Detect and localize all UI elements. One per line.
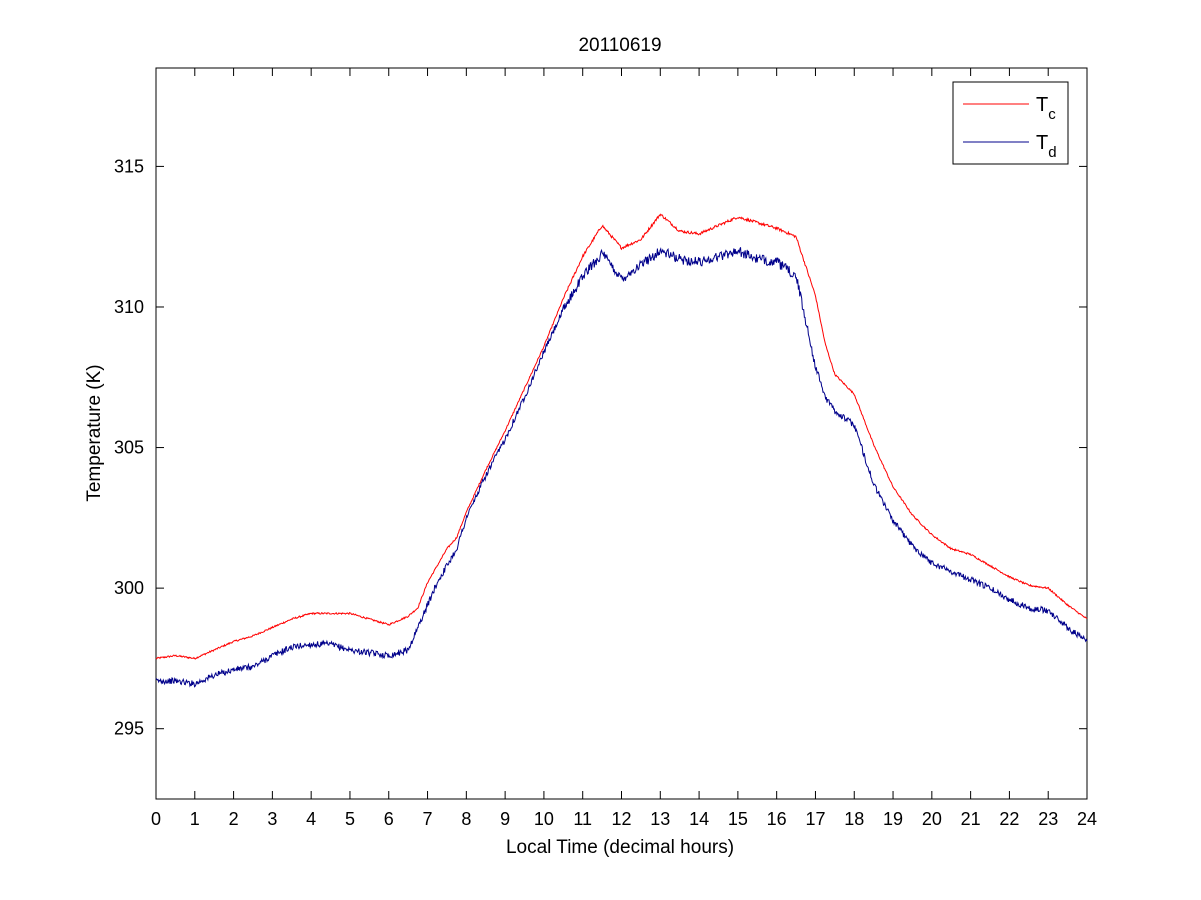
x-tick-label: 4 — [306, 809, 316, 829]
series-layer — [155, 213, 1088, 688]
x-tick-label: 20 — [922, 809, 942, 829]
x-tick-label: 2 — [229, 809, 239, 829]
x-tick-label: 14 — [689, 809, 709, 829]
x-tick-label: 9 — [500, 809, 510, 829]
x-tick-label: 24 — [1077, 809, 1097, 829]
x-tick-label: 17 — [805, 809, 825, 829]
y-tick-label: 315 — [114, 156, 144, 176]
plot-area-box — [155, 67, 1088, 800]
x-tick-label: 21 — [961, 809, 981, 829]
x-tick-label: 18 — [844, 809, 864, 829]
y-tick-label: 295 — [114, 719, 144, 739]
x-tick-label: 23 — [1038, 809, 1058, 829]
legend-label: Tc — [1036, 94, 1056, 123]
x-tick-label: 12 — [611, 809, 631, 829]
y-tick-label: 310 — [114, 297, 144, 317]
x-tick-label: 22 — [999, 809, 1019, 829]
x-tick-label: 16 — [767, 809, 787, 829]
x-tick-label: 0 — [151, 809, 161, 829]
legend-box — [952, 81, 1069, 165]
x-axis-label: Local Time (decimal hours) — [506, 837, 734, 858]
legend-label-main: T — [1036, 132, 1048, 154]
legend-label-subscript: d — [1048, 144, 1056, 161]
series-line-Tc — [155, 213, 1088, 660]
x-tick-label: 6 — [384, 809, 394, 829]
x-tick-label: 10 — [534, 809, 554, 829]
legend-label: Td — [1036, 132, 1057, 161]
x-tick-label: 19 — [883, 809, 903, 829]
x-tick-label: 15 — [728, 809, 748, 829]
legend-label-subscript: c — [1048, 106, 1056, 123]
chart-title: 20110619 — [578, 35, 661, 56]
x-tick-label: 7 — [423, 809, 433, 829]
x-tick-label: 1 — [190, 809, 200, 829]
y-tick-label: 305 — [114, 438, 144, 458]
axis-ticks: 0 1 2 3 4 5 6 7 8 9 10 11 12 13 14 15 16 17 18 19 20 21 22 23 24… — [114, 68, 1097, 829]
axes-frame — [155, 67, 1088, 800]
x-tick-label: 11 — [573, 809, 592, 829]
x-tick-label: 8 — [461, 809, 471, 829]
x-tick-label: 13 — [650, 809, 670, 829]
x-tick-label: 3 — [267, 809, 277, 829]
legend-label-main: T — [1036, 94, 1048, 116]
y-tick-label: 300 — [114, 578, 144, 598]
series-line-Td — [155, 247, 1088, 688]
y-axis-label: Temperature (K) — [84, 364, 105, 501]
x-tick-label: 5 — [345, 809, 355, 829]
